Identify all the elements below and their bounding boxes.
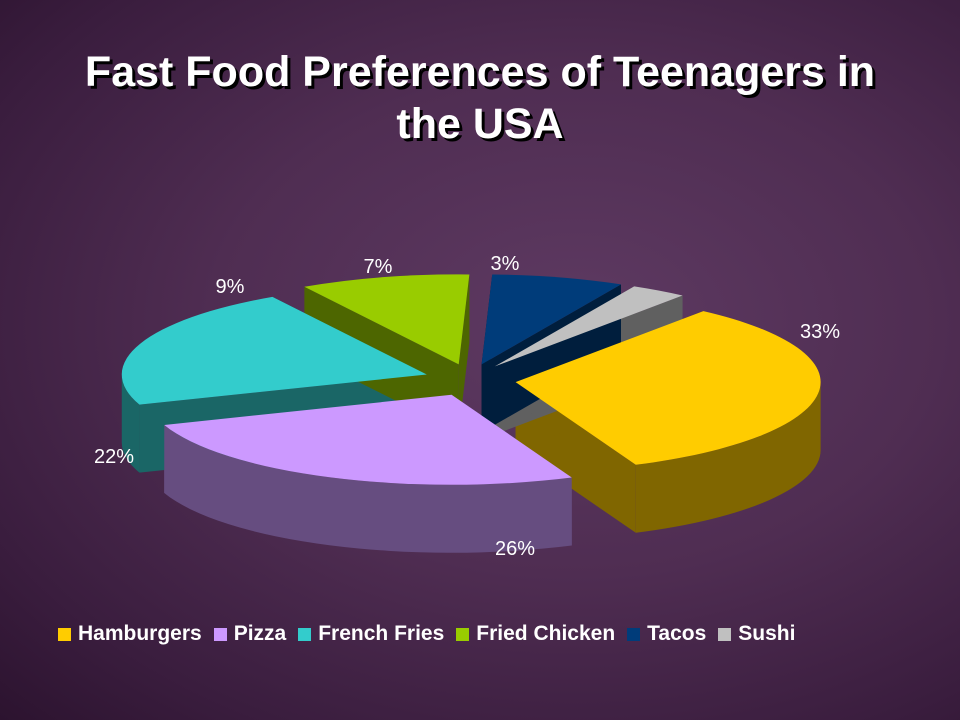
legend-item-tacos: Tacos: [627, 622, 706, 646]
legend-item-french-fries: French Fries: [298, 622, 444, 646]
legend-label: Fried Chicken: [476, 622, 616, 645]
legend-label: Sushi: [738, 622, 796, 645]
data-label-tacos: 7%: [364, 256, 393, 278]
legend-item-hamburgers: Hamburgers: [58, 622, 202, 646]
legend-swatch: [456, 627, 470, 641]
legend-swatch: [58, 627, 71, 641]
data-label-pizza: 26%: [495, 538, 535, 560]
slice-sushi: [494, 286, 683, 367]
pie-labels: 33% 26% 22% 9% 7% 3%: [94, 253, 840, 560]
legend-item-fried-chicken: Fried Chicken: [456, 622, 615, 646]
slice-pizza: [164, 394, 572, 485]
slice-side-pizza: [164, 424, 572, 553]
slice-tacos: [481, 274, 622, 365]
legend-swatch: [298, 627, 312, 641]
legend: Hamburgers Pizza French Fries Fried Chicken…: [58, 620, 795, 648]
legend-label: Hamburgers: [78, 622, 202, 645]
slice-fried-chicken: [304, 274, 470, 365]
slice-hamburgers: [515, 311, 821, 465]
data-label-french-fries: 22%: [94, 446, 134, 468]
legend-swatch: [213, 627, 227, 641]
legend-item-pizza: Pizza: [213, 622, 287, 646]
chart-title-line-1: Fast Food Preferences of Teenagers in: [84, 48, 876, 96]
legend-swatch: [718, 627, 732, 641]
slice-side-fried-chicken-face-1: [458, 274, 470, 433]
data-label-fried-chicken: 9%: [216, 276, 245, 298]
chart-title-line-2: the USA: [396, 100, 564, 148]
slice-french-fries: [121, 296, 427, 405]
data-label-hamburgers: 33%: [800, 321, 840, 343]
data-label-sushi: 3%: [491, 253, 520, 275]
slice-side-french-fries: [121, 374, 140, 473]
chart-title: Fast Food Preferences of Teenagers in th…: [0, 46, 960, 150]
legend-swatch: [627, 627, 641, 641]
pie-tops: [121, 274, 821, 485]
legend-label: Pizza: [233, 622, 287, 645]
legend-item-sushi: Sushi: [718, 622, 795, 646]
legend-label: French Fries: [318, 622, 445, 645]
legend-label: Tacos: [647, 622, 707, 645]
slice-side-hamburgers: [635, 382, 821, 533]
